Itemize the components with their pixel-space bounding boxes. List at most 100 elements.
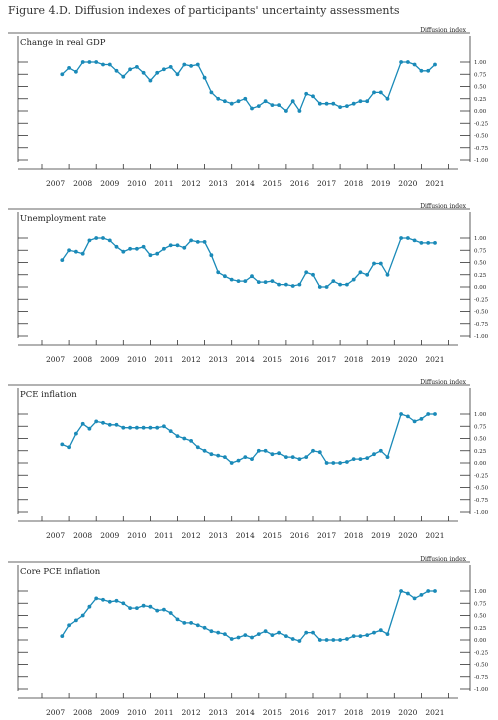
data-point <box>121 601 126 606</box>
data-point <box>297 282 302 287</box>
data-point <box>399 412 403 416</box>
data-point <box>141 244 146 249</box>
data-point <box>202 75 207 80</box>
data-point <box>365 272 370 277</box>
data-point <box>406 236 410 240</box>
data-point <box>351 101 356 106</box>
y-tick-label: -1.00 <box>474 687 489 693</box>
data-point <box>175 243 180 248</box>
data-point <box>141 425 146 430</box>
y-tick-label: 0.00 <box>474 461 487 467</box>
data-point <box>229 277 234 282</box>
panel-title: PCE inflation <box>20 390 77 400</box>
y-tick-label: 0.50 <box>474 437 487 443</box>
data-point <box>87 426 92 431</box>
x-tick-label: 2016 <box>290 708 309 717</box>
x-tick-label: 2019 <box>371 531 390 540</box>
data-point <box>365 99 370 104</box>
data-point <box>345 637 349 641</box>
data-point <box>209 253 214 258</box>
x-tick-label: 2010 <box>127 531 146 540</box>
y-tick-label: 0.75 <box>474 72 487 78</box>
data-point <box>189 621 194 625</box>
data-point <box>338 638 342 642</box>
x-tick-label: 2019 <box>371 179 390 188</box>
data-point <box>317 638 322 642</box>
data-point <box>60 442 65 447</box>
x-tick-label: 2016 <box>290 531 309 540</box>
data-point <box>141 70 146 75</box>
data-point <box>107 422 112 427</box>
series-line <box>61 590 435 642</box>
y-tick-label: 0.25 <box>474 97 487 103</box>
x-tick-label: 2009 <box>100 531 119 540</box>
data-point <box>311 94 315 99</box>
data-point <box>168 65 173 69</box>
data-point <box>297 109 302 113</box>
data-point <box>256 632 261 636</box>
data-point <box>290 284 295 288</box>
data-point <box>216 453 221 458</box>
data-point <box>128 67 133 72</box>
y-tick-label: 0.75 <box>474 248 487 254</box>
data-point <box>175 72 180 77</box>
data-point <box>87 60 92 64</box>
x-tick-label: 2014 <box>236 179 255 188</box>
x-tick-label: 2015 <box>263 708 282 717</box>
data-point <box>175 434 180 438</box>
y-tick-label: -0.75 <box>474 498 489 504</box>
x-tick-label: 2020 <box>398 179 417 188</box>
data-point <box>304 455 309 459</box>
panel-title: Core PCE inflation <box>20 567 101 577</box>
x-tick-label: 2018 <box>344 179 363 188</box>
y-tick-label: 1.00 <box>474 60 487 66</box>
data-point <box>101 597 105 602</box>
x-tick-label: 2017 <box>317 708 336 717</box>
data-point <box>433 241 437 245</box>
data-point <box>351 634 356 638</box>
data-point <box>399 236 403 240</box>
data-point <box>148 425 153 430</box>
x-tick-label: 2014 <box>236 355 255 364</box>
data-point <box>284 634 288 638</box>
data-point <box>406 591 410 596</box>
data-point <box>121 249 126 254</box>
data-point <box>216 630 221 635</box>
data-point <box>67 623 71 628</box>
data-point <box>331 101 336 106</box>
data-point <box>426 589 431 593</box>
data-point <box>317 101 322 106</box>
data-point <box>94 419 99 424</box>
data-point <box>263 629 268 634</box>
x-tick-label: 2011 <box>154 531 173 540</box>
data-point <box>270 279 275 283</box>
data-point <box>121 74 126 79</box>
x-tick-label: 2007 <box>46 708 65 717</box>
series-line <box>62 413 435 464</box>
x-tick-label: 2015 <box>263 355 282 364</box>
data-point <box>243 96 248 101</box>
data-point <box>87 604 92 609</box>
x-tick-label: 2013 <box>209 531 228 540</box>
data-point <box>338 105 342 109</box>
data-point <box>412 596 417 601</box>
data-point <box>168 429 173 433</box>
x-tick-label: 2013 <box>209 355 228 364</box>
data-point <box>94 236 99 240</box>
data-point <box>304 270 309 275</box>
data-point <box>80 251 85 256</box>
data-point <box>317 285 322 289</box>
data-point <box>250 106 254 111</box>
x-tick-label: 2014 <box>236 531 255 540</box>
data-point <box>236 279 241 283</box>
data-point <box>385 632 390 636</box>
data-point <box>311 630 315 635</box>
y-unit-label: Diffusion index <box>420 27 466 34</box>
x-tick-label: 2017 <box>317 179 336 188</box>
data-point <box>277 451 281 456</box>
data-point <box>94 60 99 64</box>
data-point <box>60 634 65 638</box>
data-point <box>195 623 200 628</box>
data-point <box>263 448 268 453</box>
y-tick-label: -1.00 <box>474 334 489 340</box>
